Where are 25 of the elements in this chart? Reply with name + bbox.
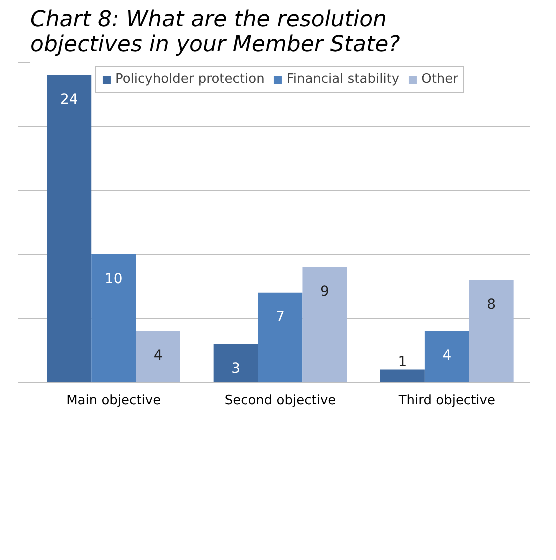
legend-label: Other <box>422 72 459 87</box>
bar <box>424 331 470 382</box>
bar <box>136 331 180 382</box>
data-label: 7 <box>276 310 285 326</box>
legend-label: Financial stability <box>286 72 400 87</box>
data-label: 24 <box>60 92 78 108</box>
chart-title: Chart 8: What are the resolution objectives in your Member State? <box>30 8 401 58</box>
data-label: 4 <box>442 348 452 364</box>
legend-label: Policyholder protection <box>115 72 265 87</box>
bar <box>469 280 514 382</box>
data-label: 3 <box>232 360 241 377</box>
data-label: 8 <box>487 296 496 313</box>
data-label: 10 <box>104 271 123 288</box>
bar <box>47 75 92 382</box>
data-label: 4 <box>154 348 163 364</box>
x-tick-label: Second objective <box>224 394 336 408</box>
bar <box>302 267 348 382</box>
bar <box>92 254 136 382</box>
bar <box>214 344 258 382</box>
bar <box>380 370 425 382</box>
x-tick-label: Third objective <box>398 394 496 408</box>
bar <box>258 292 303 382</box>
x-tick-label: Main objective <box>66 394 162 408</box>
data-label: 1 <box>398 354 408 370</box>
data-label: 9 <box>320 284 330 300</box>
